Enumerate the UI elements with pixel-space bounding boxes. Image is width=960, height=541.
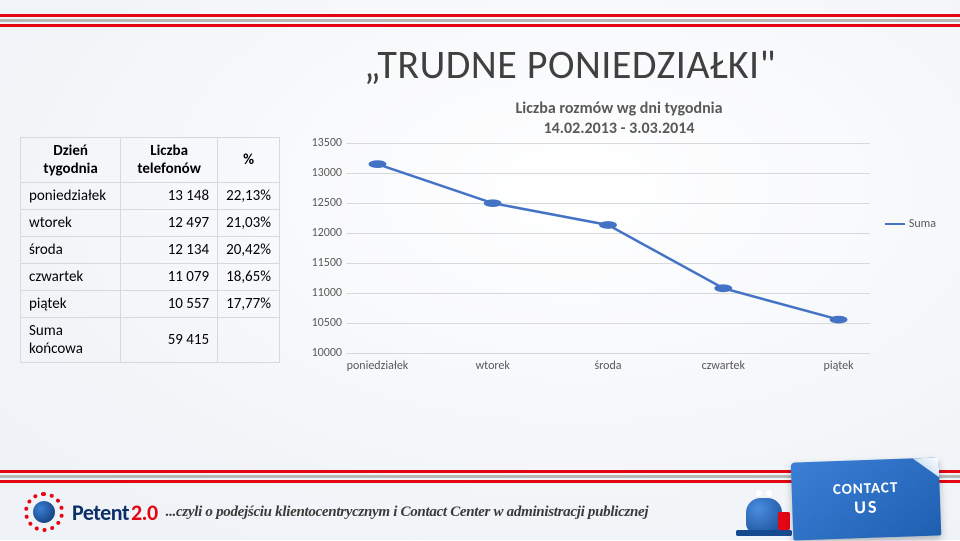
cell-pct: 17,77%: [218, 291, 280, 318]
mascot-body: [746, 498, 782, 534]
x-tick-label: piątek: [824, 359, 854, 373]
cell-count: 13 148: [121, 183, 218, 210]
legend-swatch: [885, 223, 905, 225]
data-marker: [715, 285, 732, 292]
cell-count: 12 134: [121, 237, 218, 264]
cell-pct: 22,13%: [218, 183, 280, 210]
x-tick-label: czwartek: [702, 359, 745, 373]
legend-label: Suma: [909, 217, 936, 231]
y-tick-label: 11500: [300, 256, 342, 270]
cell-day: piątek: [21, 291, 121, 318]
col-header-count: Liczba telefonów: [121, 138, 218, 183]
col-header-day: Dzień tygodnia: [21, 138, 121, 183]
mascot-eye: [766, 490, 772, 496]
chart-plot-area: 1000010500110001150012000125001300013500…: [346, 143, 870, 373]
y-tick-label: 13500: [300, 136, 342, 150]
sticky-line2: US: [854, 496, 879, 519]
cell-day: środa: [21, 237, 121, 264]
top-stripe-group: [0, 14, 960, 27]
logo-icon: [24, 492, 64, 532]
chart-container: Liczba rozmów wg dni tygodnia 14.02.2013…: [298, 99, 940, 373]
mascot-desk: [736, 530, 792, 536]
x-tick-label: wtorek: [476, 359, 510, 373]
table-row: Suma końcowa59 415: [21, 318, 280, 363]
brand-main: Petent: [72, 499, 129, 526]
cell-count: 59 415: [121, 318, 218, 363]
y-tick-label: 10000: [300, 346, 342, 360]
content-area: „TRUDNE PONIEDZIAŁKI" Dzień tygodnia Lic…: [20, 40, 940, 373]
mascot-eye: [756, 490, 762, 496]
cell-day: Suma końcowa: [21, 318, 121, 363]
chart-legend: Suma: [885, 217, 936, 231]
cell-day: poniedziałek: [21, 183, 121, 210]
stripe: [0, 24, 960, 27]
brand-version: 2.0: [131, 499, 158, 526]
y-tick-label: 11000: [300, 286, 342, 300]
footer: Petent 2.0 ...czyli o podejściu klientoc…: [0, 470, 960, 540]
x-tick-label: poniedziałek: [347, 359, 409, 373]
y-tick-label: 12000: [300, 226, 342, 240]
data-table: Dzień tygodnia Liczba telefonów % ponied…: [20, 137, 280, 363]
chart-title-line1: Liczba rozmów wg dni tygodnia: [516, 99, 723, 118]
table-row: czwartek11 07918,65%: [21, 264, 280, 291]
tagline: ...czyli o podejściu klientocentrycznym …: [166, 504, 649, 521]
mascot-phone: [778, 512, 790, 530]
y-tick-label: 10500: [300, 316, 342, 330]
page-title: „TRUDNE PONIEDZIAŁKI": [200, 40, 940, 89]
contact-sticky-note[interactable]: CONTACT US: [791, 457, 942, 540]
table-row: wtorek12 49721,03%: [21, 210, 280, 237]
y-tick-label: 12500: [300, 196, 342, 210]
x-tick-label: środa: [594, 359, 621, 373]
x-axis-labels: poniedziałek wtorek środa czwartek piątek: [346, 355, 870, 373]
cell-count: 12 497: [121, 210, 218, 237]
cell-count: 10 557: [121, 291, 218, 318]
cell-pct: 20,42%: [218, 237, 280, 264]
data-marker: [369, 161, 386, 168]
logo-text: Petent 2.0: [72, 499, 158, 526]
stripe: [0, 14, 960, 17]
logo-sphere: [33, 501, 55, 523]
mascot-icon: [736, 480, 792, 536]
table-row: piątek10 55717,77%: [21, 291, 280, 318]
data-marker: [830, 316, 847, 323]
logo-block: Petent 2.0 ...czyli o podejściu klientoc…: [24, 492, 648, 532]
data-marker: [484, 200, 501, 207]
cell-day: czwartek: [21, 264, 121, 291]
stripe: [0, 19, 960, 22]
cell-day: wtorek: [21, 210, 121, 237]
line-series-svg: [346, 143, 870, 353]
cell-pct: 18,65%: [218, 264, 280, 291]
brand-name: Petent 2.0: [72, 499, 158, 526]
cell-pct: 21,03%: [218, 210, 280, 237]
cell-pct: [218, 318, 280, 363]
y-tick-label: 13000: [300, 166, 342, 180]
cell-count: 11 079: [121, 264, 218, 291]
table-row: środa12 13420,42%: [21, 237, 280, 264]
line-series: [377, 164, 838, 319]
chart-title-line2: 14.02.2013 - 3.03.2014: [544, 119, 695, 138]
col-header-pct: %: [218, 138, 280, 183]
chart-title: Liczba rozmów wg dni tygodnia 14.02.2013…: [298, 99, 940, 139]
table-row: poniedziałek13 14822,13%: [21, 183, 280, 210]
grid-line: [346, 353, 870, 354]
main-row: Dzień tygodnia Liczba telefonów % ponied…: [20, 99, 940, 373]
data-marker: [600, 222, 617, 229]
